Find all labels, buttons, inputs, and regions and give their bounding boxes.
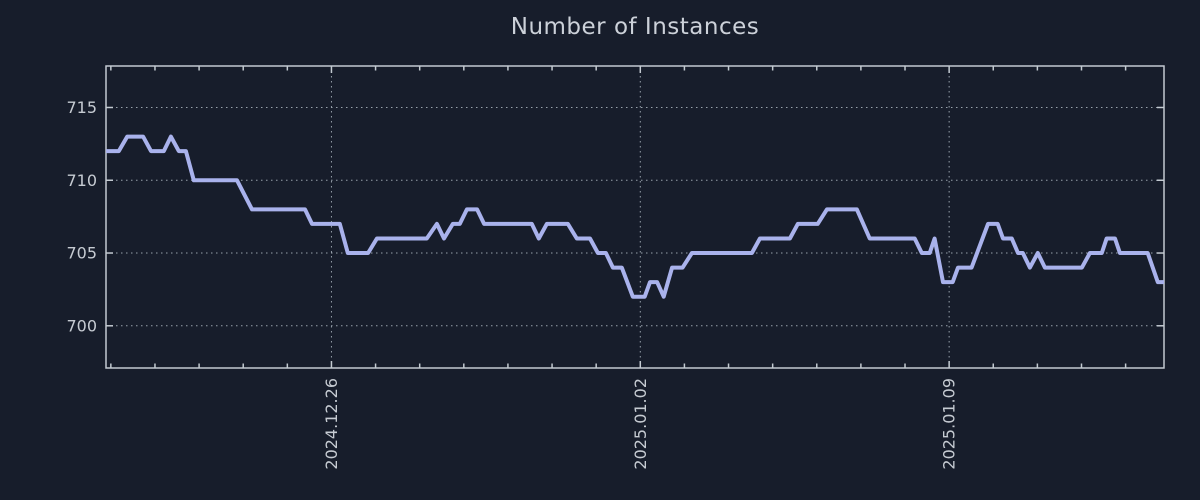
y-tick-label: 700: [66, 316, 97, 335]
series-line-instances: [106, 134, 1164, 299]
plot-border: [105, 65, 1165, 369]
chart-title: Number of Instances: [510, 14, 760, 40]
x-tick-label: 2025.01.09: [940, 378, 959, 470]
x-tick-label: 2025.01.02: [631, 378, 650, 470]
x-tick-label: 2024.12.26: [322, 378, 341, 470]
y-tick-label: 710: [66, 171, 97, 190]
y-tick-label: 705: [66, 244, 97, 263]
y-tick-label: 715: [66, 98, 97, 117]
